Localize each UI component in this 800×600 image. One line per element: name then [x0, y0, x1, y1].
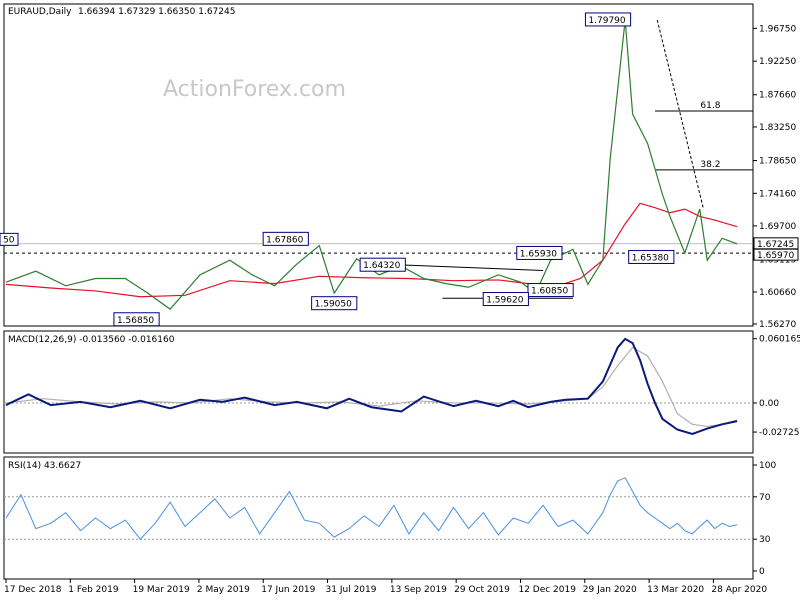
dashed-trend-line — [656, 19, 704, 210]
price-annotation-label: 1.65930 — [520, 249, 557, 259]
current-price-tag-label: 1.67245 — [757, 240, 794, 250]
left-partial-label: 50 — [3, 235, 15, 245]
price-y-tick-label: 1.83250 — [759, 123, 796, 133]
price-y-tick-label: 1.87660 — [759, 91, 796, 101]
x-tick-label: 2 May 2019 — [197, 585, 250, 595]
rsi-y-tick-label: 70 — [759, 493, 771, 503]
rsi-y-tick-label: 100 — [759, 461, 776, 471]
rsi-line — [5, 477, 738, 540]
price-annotation-label: 1.56850 — [117, 316, 154, 326]
price-y-tick-label: 1.74160 — [759, 189, 796, 199]
macd-layer: 0.060165 0.00 -0.02725 — [4, 335, 800, 438]
x-tick-label: 13 Mar 2020 — [647, 585, 704, 595]
price-y-tick-label: 1.56270 — [759, 320, 796, 330]
price-annotations: 1.79790 61.8 38.2 1.67860 1.65930 1.65380 1.64… — [113, 12, 721, 327]
rsi-panel-frame — [3, 456, 754, 580]
x-tick-label: 13 Sep 2019 — [390, 585, 447, 595]
price-annotation-box — [262, 231, 309, 246]
price-annotation-box — [516, 245, 563, 260]
x-tick-label: 29 Jan 2020 — [583, 585, 637, 595]
price-y-axis: 1.96750 1.92250 1.87660 1.83250 1.78650 1.741… — [0, 24, 799, 330]
x-tick-label: 28 Apr 2020 — [711, 585, 767, 595]
macd-panel-title: MACD(12,26,9) -0.013560 -0.016160 — [8, 335, 175, 345]
price-panel-title: EURAUD,Daily — [8, 7, 72, 17]
x-tick-label: 1 Feb 2019 — [68, 585, 119, 595]
x-tick-label: 31 Jul 2019 — [326, 585, 377, 595]
dashed-level-tag — [753, 248, 799, 261]
macd-panel-frame — [3, 330, 754, 454]
left-partial-box — [0, 232, 19, 246]
rsi-layer: 100 70 30 0 — [4, 461, 776, 577]
price-annotation-box — [527, 283, 574, 298]
macd-line — [5, 337, 738, 435]
x-tick-label: 29 Oct 2019 — [454, 585, 510, 595]
price-annotation-label: 1.59620 — [486, 296, 523, 306]
x-tick-label: 12 Dec 2019 — [518, 585, 576, 595]
price-annotation-label: 1.64320 — [363, 261, 400, 271]
channel-upper-line — [393, 264, 544, 271]
price-annotation-label: 1.59050 — [315, 300, 352, 310]
price-line — [5, 19, 738, 310]
price-y-tick-label: 1.69700 — [759, 222, 796, 232]
price-annotation-label: 1.67860 — [266, 235, 303, 245]
rsi-panel-title: RSI(14) 43.6627 — [8, 461, 81, 471]
fib-level-label: 61.8 — [700, 101, 720, 111]
price-panel-frame — [3, 3, 754, 327]
x-tick-label: 17 Dec 2018 — [4, 585, 62, 595]
x-axis: 17 Dec 2018 1 Feb 2019 19 Mar 2019 2 May 20… — [4, 579, 767, 595]
price-annotation-box — [628, 249, 675, 264]
macd-signal-line — [5, 346, 738, 428]
macd-y-tick-label: 0.00 — [759, 399, 779, 409]
watermark: ActionForex.com — [163, 77, 346, 102]
ohlc-readout: 1.66394 1.67329 1.66350 1.67245 — [78, 7, 235, 17]
dashed-level-tag-label: 1.65970 — [757, 251, 794, 261]
price-y-tick-label: 1.96750 — [759, 24, 796, 34]
price-annotation-label: 1.60850 — [531, 287, 568, 297]
price-annotation-label: 1.65380 — [632, 253, 669, 263]
price-annotation-box — [482, 292, 529, 307]
price-annotation-label: 1.79790 — [588, 16, 625, 26]
price-annotation-box — [359, 257, 406, 272]
rsi-y-tick-label: 0 — [759, 567, 765, 577]
price-series — [5, 19, 738, 310]
rsi-y-tick-label: 30 — [759, 535, 771, 545]
price-y-tick-label: 1.60660 — [759, 288, 796, 298]
macd-y-tick-label: 0.060165 — [759, 335, 800, 345]
price-y-tick-label: 1.78650 — [759, 157, 796, 167]
x-tick-label: 17 Jun 2019 — [261, 585, 315, 595]
price-y-tick-label: 1.92250 — [759, 57, 796, 67]
price-annotation-box — [311, 296, 358, 311]
price-annotation-box — [113, 312, 160, 327]
x-tick-label: 19 Mar 2019 — [133, 585, 190, 595]
moving-average-line — [5, 202, 738, 298]
price-annotation-box — [584, 12, 632, 27]
fib-level-label: 38.2 — [700, 160, 720, 170]
macd-y-tick-label: -0.02725 — [759, 428, 799, 438]
